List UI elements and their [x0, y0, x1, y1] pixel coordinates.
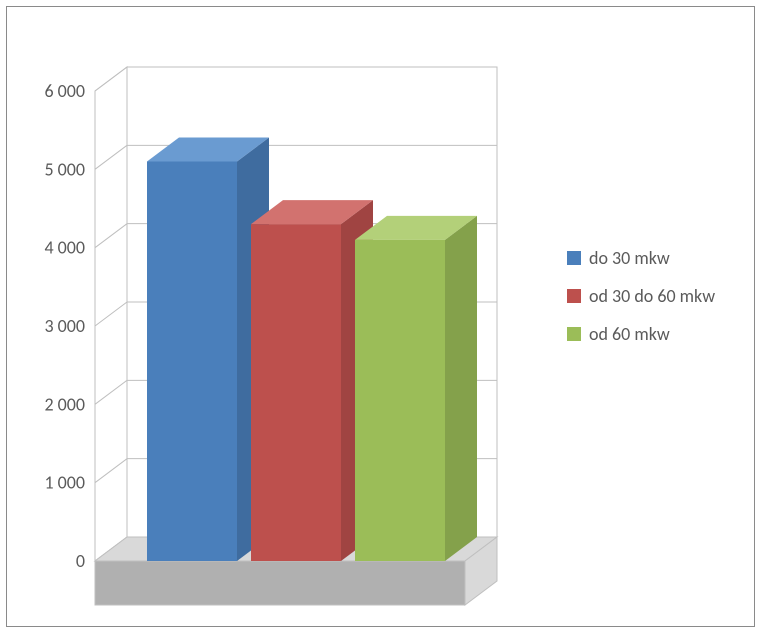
svg-text:5 000: 5 000: [44, 158, 85, 180]
svg-text:3 000: 3 000: [44, 315, 85, 337]
legend-swatch: [567, 327, 581, 341]
legend-swatch: [567, 289, 581, 303]
legend-label: od 30 do 60 mkw: [589, 285, 715, 307]
legend-item: od 30 do 60 mkw: [567, 285, 715, 307]
legend-item: do 30 mkw: [567, 247, 715, 269]
svg-text:0: 0: [76, 550, 85, 572]
legend: do 30 mkw od 30 do 60 mkw od 60 mkw: [567, 247, 715, 361]
chart-container: 0 1 000 2 000 3 000 4 000 5 000 6 000 do 30 mk…: [6, 6, 755, 627]
svg-text:1 000: 1 000: [44, 472, 85, 494]
legend-label: do 30 mkw: [589, 247, 670, 269]
legend-swatch: [567, 251, 581, 265]
svg-text:2 000: 2 000: [44, 393, 85, 415]
svg-text:6 000: 6 000: [44, 80, 85, 102]
legend-item: od 60 mkw: [567, 323, 715, 345]
svg-text:4 000: 4 000: [44, 237, 85, 259]
legend-label: od 60 mkw: [589, 323, 670, 345]
